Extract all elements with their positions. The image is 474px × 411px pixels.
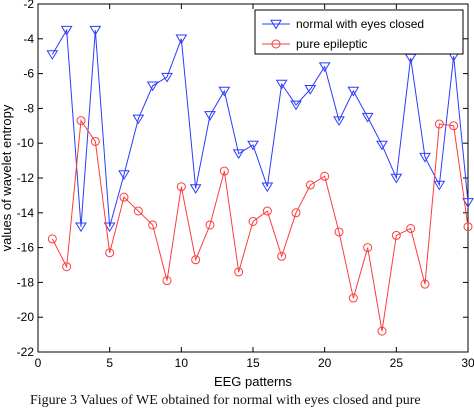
data-point — [261, 182, 274, 193]
data-point — [132, 114, 145, 125]
data-point — [248, 217, 258, 226]
data-point — [318, 62, 331, 73]
data-point — [133, 206, 143, 216]
data-point — [449, 121, 459, 131]
y-tick-label: -12 — [17, 171, 35, 185]
legend-label: normal with eyes closed — [296, 17, 424, 31]
data-point — [204, 111, 216, 121]
data-point — [333, 116, 345, 127]
data-point — [46, 50, 59, 60]
x-tick-label: 0 — [35, 356, 42, 370]
x-tick-label: 5 — [106, 356, 113, 370]
data-point — [162, 276, 172, 286]
data-point — [334, 227, 344, 237]
plot-area — [37, 3, 469, 353]
data-point — [218, 86, 231, 97]
y-tick-label: -18 — [17, 275, 35, 289]
data-point — [290, 100, 302, 111]
x-tick-label: 25 — [390, 356, 404, 370]
data-point — [363, 243, 373, 253]
y-tick-label: -10 — [17, 136, 35, 150]
data-point — [275, 79, 288, 90]
data-point — [205, 220, 215, 230]
data-point — [291, 208, 301, 218]
data-point — [234, 267, 244, 277]
data-point — [320, 171, 330, 181]
data-point — [463, 222, 473, 232]
y-tick-label: -22 — [17, 345, 35, 359]
wavelet-entropy-chart: -2 -4 -6 -8 -10 -12 -14 -16 -18 -20 -22 0 5 10 15 20 25… — [0, 0, 474, 389]
data-point — [119, 192, 129, 202]
data-point — [191, 255, 201, 265]
x-tick-label: 15 — [246, 356, 260, 370]
y-tick-label: -4 — [23, 32, 34, 46]
data-point — [262, 206, 272, 216]
data-point — [47, 234, 57, 244]
data-point — [376, 140, 388, 151]
data-point — [348, 293, 358, 303]
data-point — [361, 112, 374, 123]
series-layer — [46, 25, 474, 336]
data-point — [420, 279, 430, 289]
series-line — [51, 28, 469, 227]
y-tick-label: -8 — [23, 101, 34, 115]
data-point — [419, 152, 431, 163]
data-point — [146, 81, 159, 92]
data-point — [89, 25, 102, 36]
data-point — [305, 180, 315, 190]
data-point — [232, 149, 245, 160]
x-tick-label: 10 — [175, 356, 189, 370]
data-point — [75, 222, 87, 233]
data-point — [62, 262, 72, 272]
data-point — [175, 34, 188, 45]
data-point — [377, 326, 387, 336]
legend: normal with eyes closed pure epileptic — [254, 9, 464, 55]
data-point — [433, 180, 446, 191]
data-point — [406, 223, 416, 233]
y-tick-label: -16 — [17, 241, 35, 255]
data-point — [118, 170, 130, 180]
data-point — [148, 220, 158, 230]
data-point — [390, 173, 403, 184]
data-point — [391, 230, 401, 240]
data-point — [462, 198, 474, 208]
y-tick-label: -14 — [17, 206, 35, 220]
data-point — [161, 72, 173, 83]
series-1 — [47, 116, 473, 336]
figure-caption: Figure 3 Values of WE obtained for norma… — [30, 393, 421, 408]
data-point — [304, 85, 317, 95]
data-point — [176, 182, 186, 192]
data-point — [105, 248, 115, 258]
data-point — [247, 140, 259, 151]
data-point — [277, 251, 287, 261]
data-point — [219, 166, 229, 176]
data-point — [434, 119, 444, 129]
legend-box — [254, 9, 464, 55]
series-line — [51, 119, 469, 332]
y-axis: -2 -4 -6 -8 -10 -12 -14 -16 -18 -20 -22 — [17, 0, 468, 359]
legend-label: pure epileptic — [296, 37, 367, 51]
data-point — [189, 184, 202, 194]
x-tick-label: 20 — [318, 356, 332, 370]
data-point — [90, 136, 100, 146]
data-point — [76, 116, 86, 126]
data-point — [103, 222, 116, 233]
data-point — [347, 86, 360, 97]
y-tick-label: -20 — [17, 310, 35, 324]
x-tick-label: 30 — [461, 356, 474, 370]
y-tick-label: -2 — [23, 0, 34, 11]
legend-marker — [270, 19, 282, 30]
x-axis-label: EEG patterns — [214, 374, 293, 389]
x-axis: 0 5 10 15 20 25 30 — [35, 4, 474, 370]
legend-marker — [271, 39, 281, 49]
y-tick-label: -6 — [23, 67, 34, 81]
y-axis-label: values of wavelet entropy — [0, 104, 14, 251]
data-point — [60, 25, 73, 36]
